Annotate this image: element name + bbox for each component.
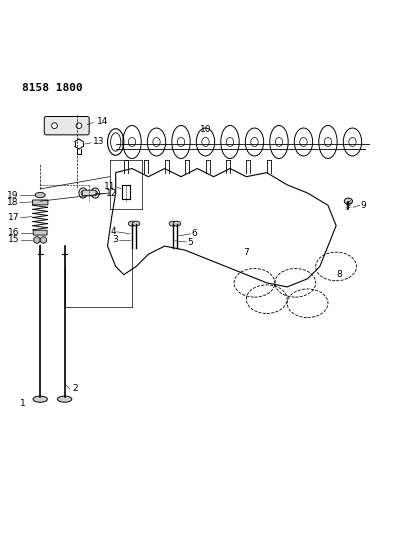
Circle shape <box>93 191 97 195</box>
Circle shape <box>40 237 47 243</box>
Text: 18: 18 <box>7 198 18 206</box>
Text: 4: 4 <box>110 227 115 236</box>
Ellipse shape <box>58 396 72 402</box>
Text: 12: 12 <box>106 189 117 198</box>
Circle shape <box>52 123 57 128</box>
Ellipse shape <box>344 198 353 204</box>
Text: 5: 5 <box>187 238 193 246</box>
Text: 3: 3 <box>112 236 118 245</box>
Text: 7: 7 <box>243 248 249 257</box>
FancyBboxPatch shape <box>82 190 96 196</box>
Circle shape <box>81 191 85 195</box>
Text: 15: 15 <box>8 236 20 245</box>
Text: 17: 17 <box>8 213 20 222</box>
Ellipse shape <box>128 221 136 226</box>
FancyBboxPatch shape <box>33 230 47 235</box>
Text: 8158 1800: 8158 1800 <box>22 83 83 93</box>
Text: 10: 10 <box>200 125 211 134</box>
Text: 16: 16 <box>8 228 20 237</box>
Ellipse shape <box>173 221 180 226</box>
Text: 9: 9 <box>360 201 366 210</box>
Text: 2: 2 <box>73 384 79 393</box>
FancyBboxPatch shape <box>32 200 48 205</box>
Text: 1: 1 <box>20 399 26 408</box>
Ellipse shape <box>33 396 47 402</box>
Text: 19: 19 <box>7 191 18 199</box>
Circle shape <box>34 237 40 243</box>
Text: 11: 11 <box>104 182 115 191</box>
Text: 8: 8 <box>336 270 342 279</box>
Ellipse shape <box>35 192 45 198</box>
Text: 13: 13 <box>93 138 105 147</box>
Text: 14: 14 <box>97 117 109 126</box>
FancyBboxPatch shape <box>44 117 89 135</box>
Ellipse shape <box>132 221 140 226</box>
Text: 6: 6 <box>191 229 197 238</box>
Ellipse shape <box>169 221 176 226</box>
Circle shape <box>76 123 82 128</box>
